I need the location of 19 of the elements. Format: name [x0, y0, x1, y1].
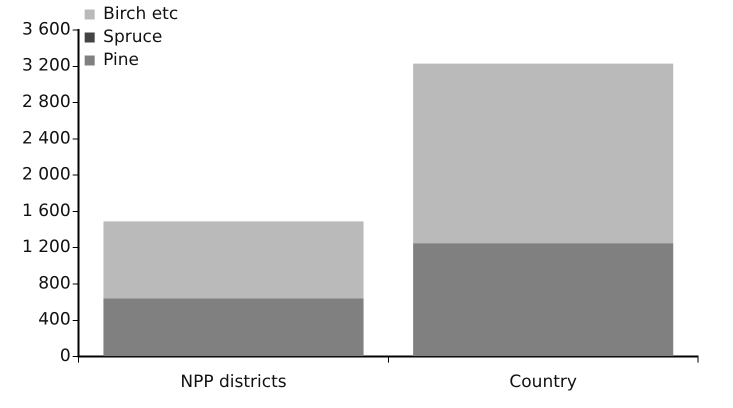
y-tick-label: 2 800: [22, 92, 71, 112]
legend-label: Birch etc: [103, 4, 178, 24]
y-tick-label: 1 200: [22, 237, 71, 258]
y-tick-label: 1 600: [22, 200, 71, 221]
y-tick-label: 800: [38, 273, 71, 294]
bar: [413, 243, 674, 356]
y-tick-label: 3 200: [22, 56, 71, 76]
bar: [103, 221, 364, 299]
legend-label: Spruce: [103, 26, 162, 47]
bar: [103, 298, 364, 356]
y-tick-label: 2 400: [22, 128, 71, 148]
x-tick-label: NPP districts: [180, 372, 287, 392]
bar: [413, 64, 674, 244]
y-tick-label: 400: [38, 310, 71, 330]
legend-label: Pine: [103, 50, 140, 70]
y-tick-label: 2 000: [22, 164, 71, 185]
y-tick-label: 3 600: [22, 19, 71, 40]
x-tick-label: Country: [509, 372, 577, 392]
y-tick-label: 0: [60, 346, 71, 366]
